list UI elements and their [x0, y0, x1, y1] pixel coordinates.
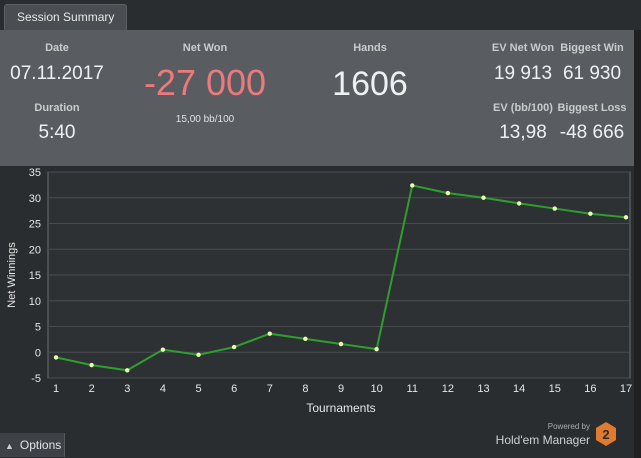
- data-point[interactable]: [196, 352, 201, 358]
- net-won-value: -27 000: [143, 62, 267, 103]
- biggest-win-value: 61 930: [562, 63, 622, 84]
- data-point[interactable]: [374, 346, 379, 352]
- y-tick-label: 5: [35, 322, 41, 334]
- chevron-up-icon: ▲: [5, 441, 14, 451]
- net-winnings-chart: 35 30 25 20 15 10 5 0 -5 1 2 3 4 5 6 7 8 9 10 11 12 13 14 15 16…: [0, 166, 634, 432]
- y-tick-label: 20: [29, 244, 41, 256]
- data-point[interactable]: [552, 206, 557, 211]
- x-tick-label: 13: [477, 383, 489, 395]
- data-point[interactable]: [481, 195, 486, 200]
- x-tick-label: 5: [195, 383, 201, 395]
- x-tick-label: 7: [267, 383, 273, 395]
- x-tick-label: 9: [338, 383, 344, 395]
- data-point[interactable]: [516, 201, 522, 206]
- hm2-logo-icon: 2: [596, 422, 616, 446]
- x-tick-label: 1: [53, 383, 59, 395]
- x-tick-label: 4: [160, 383, 166, 395]
- data-point[interactable]: [267, 331, 272, 336]
- date-label: Date: [45, 42, 69, 54]
- ev-bb-value: 13,98: [499, 122, 547, 143]
- ev-net-won-label: EV Net Won: [491, 42, 555, 54]
- data-point[interactable]: [588, 211, 593, 216]
- brand-block: Powered by Hold'em Manager 2: [484, 422, 624, 456]
- x-tick-label: 12: [442, 383, 454, 395]
- biggest-loss-label: Biggest Loss: [557, 102, 627, 114]
- y-tick-label: -5: [31, 373, 41, 385]
- hands-label: Hands: [353, 42, 387, 54]
- date-value: 07.11.2017: [10, 63, 104, 84]
- y-tick-label: 0: [35, 347, 41, 359]
- data-point[interactable]: [338, 341, 344, 347]
- biggest-loss-value: -48 666: [559, 122, 625, 143]
- data-point[interactable]: [89, 362, 94, 368]
- data-point[interactable]: [231, 344, 237, 350]
- x-tick-label: 14: [513, 383, 525, 395]
- duration-label: Duration: [34, 102, 80, 114]
- data-point[interactable]: [160, 347, 166, 352]
- y-tick-label: 25: [29, 219, 41, 231]
- session-summary-panel: Date 07.11.2017 Duration 5:40 Net Won -2…: [0, 30, 634, 166]
- powered-by-text: Powered by: [547, 422, 590, 431]
- x-tick-label: 8: [302, 383, 308, 395]
- net-won-label: Net Won: [182, 42, 228, 54]
- duration-value: 5:40: [38, 122, 76, 143]
- y-axis-label: Net Winnings: [6, 242, 18, 308]
- x-tick-label: 2: [89, 383, 95, 395]
- data-point[interactable]: [53, 355, 59, 360]
- y-tick-label: 30: [29, 193, 41, 205]
- tab-session-summary[interactable]: Session Summary: [4, 4, 128, 31]
- right-edge-bar: [634, 30, 641, 458]
- data-point[interactable]: [125, 368, 130, 373]
- data-point[interactable]: [303, 336, 308, 342]
- x-tick-label: 6: [231, 383, 237, 395]
- x-tick-label: 10: [371, 383, 383, 395]
- options-label: Options: [19, 438, 62, 452]
- y-tick-label: 10: [29, 296, 41, 308]
- data-point[interactable]: [410, 183, 415, 188]
- ev-bb-label: EV (bb/100): [493, 102, 553, 114]
- data-point[interactable]: [445, 190, 451, 196]
- biggest-win-label: Biggest Win: [560, 42, 624, 54]
- y-tick-label: 35: [29, 167, 41, 179]
- x-tick-label: 15: [549, 383, 561, 395]
- logo-digit: 2: [602, 427, 609, 442]
- y-tick-label: 15: [29, 270, 41, 282]
- x-axis-label: Tournaments: [306, 401, 375, 415]
- data-point[interactable]: [623, 215, 629, 220]
- options-button[interactable]: ▲ Options: [0, 433, 65, 457]
- hands-value: 1606: [332, 65, 408, 103]
- footer-bar: ▲ Options Powered by Hold'em Manager 2: [0, 422, 634, 458]
- x-tick-label: 11: [407, 383, 418, 395]
- ev-net-won-value: 19 913: [493, 63, 553, 84]
- x-tick-label: 16: [584, 383, 596, 395]
- x-tick-label: 3: [124, 383, 130, 395]
- brand-name: Hold'em Manager: [495, 433, 590, 447]
- tab-bar: Session Summary: [0, 0, 641, 31]
- bb-rate: 15,00 bb/100: [175, 114, 235, 125]
- x-tick-label: 17: [620, 383, 632, 395]
